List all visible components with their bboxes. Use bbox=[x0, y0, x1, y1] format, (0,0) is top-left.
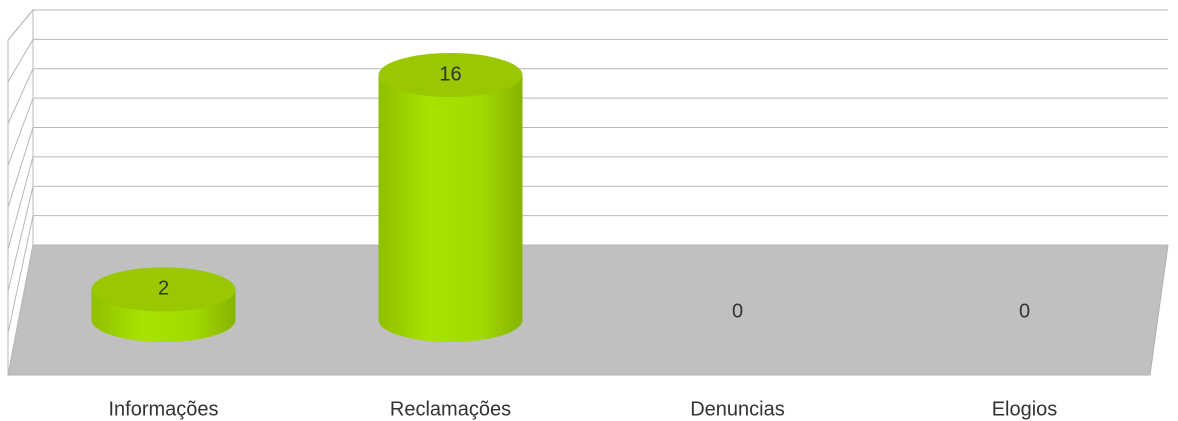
value-label: 16 bbox=[439, 63, 461, 85]
grid-line bbox=[7, 68, 34, 124]
grid-line bbox=[7, 244, 34, 376]
cylinder-top bbox=[91, 267, 236, 312]
grid-line bbox=[7, 97, 34, 166]
grid-line bbox=[7, 127, 34, 208]
value-label: 2 bbox=[158, 278, 169, 300]
x-tick-label: Reclamações bbox=[390, 398, 511, 420]
grid-line bbox=[7, 39, 34, 83]
cylinder-top bbox=[378, 53, 523, 97]
x-tick-label: Denuncias bbox=[690, 398, 785, 420]
x-tick-label: Informações bbox=[108, 398, 218, 420]
value-label: 0 bbox=[732, 300, 743, 322]
grid-line bbox=[7, 156, 34, 250]
grid-line bbox=[7, 9, 34, 41]
grid-line bbox=[7, 215, 34, 334]
x-tick-label: Elogios bbox=[992, 398, 1058, 420]
grid-line bbox=[7, 186, 34, 292]
cylinder-body bbox=[378, 75, 523, 342]
value-label: 0 bbox=[1019, 300, 1030, 322]
